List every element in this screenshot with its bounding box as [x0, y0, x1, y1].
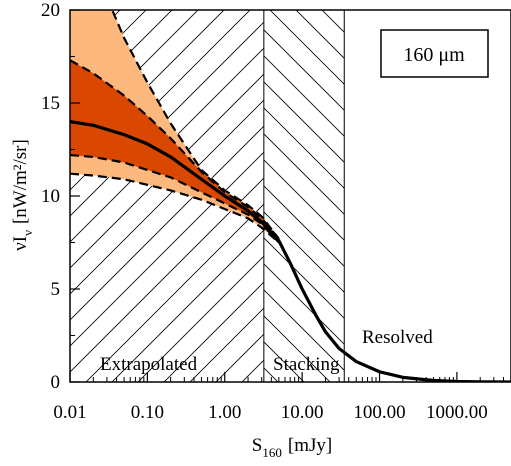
axes [69, 9, 511, 383]
band-0-upper-edge [111, 10, 280, 240]
x-tick-label-4: 100.00 [353, 402, 405, 423]
y-tick-label-3: 15 [41, 93, 60, 114]
x-tick-label-1: 0.10 [131, 402, 164, 423]
wavelength-label: 160 μm [403, 44, 465, 66]
x-tick-label-2: 1.00 [208, 402, 241, 423]
x-tick-label-3: 10.00 [281, 402, 324, 423]
region-labels: Extrapolated Stacking Resolved [100, 327, 433, 375]
band-0 [70, 10, 279, 243]
wavelength-box: 160 μm [380, 29, 489, 78]
region-dividers [263, 10, 345, 382]
series-line-0 [70, 120, 511, 382]
x-tick-label-0: 0.01 [53, 402, 86, 423]
region-label-resolved: Resolved [362, 327, 433, 348]
x-axis-title: S160 [mJy] [252, 435, 332, 460]
x-tick-label-5: 1000.00 [426, 402, 488, 423]
y-axis-title: νIν[nW/m²/sr] [10, 139, 35, 251]
tick-labels: 0 5 10 15 20 0.01 0.10 1.00 10.00 100.00 1000.00 [41, 0, 488, 423]
band-1-upper-edge [70, 59, 280, 240]
y-tick-label-1: 5 [51, 279, 61, 300]
region-hatch-1 [263, 10, 345, 382]
region-label-extrapolated: Extrapolated [100, 354, 198, 375]
curves [70, 10, 511, 382]
region-label-stacking: Stacking [273, 354, 340, 375]
y-tick-label-2: 10 [41, 186, 60, 207]
y-tick-label-4: 20 [41, 0, 60, 21]
band-0-lower-edge [70, 172, 280, 244]
y-tick-label-0: 0 [51, 372, 61, 393]
band-1-lower-edge [70, 153, 280, 244]
